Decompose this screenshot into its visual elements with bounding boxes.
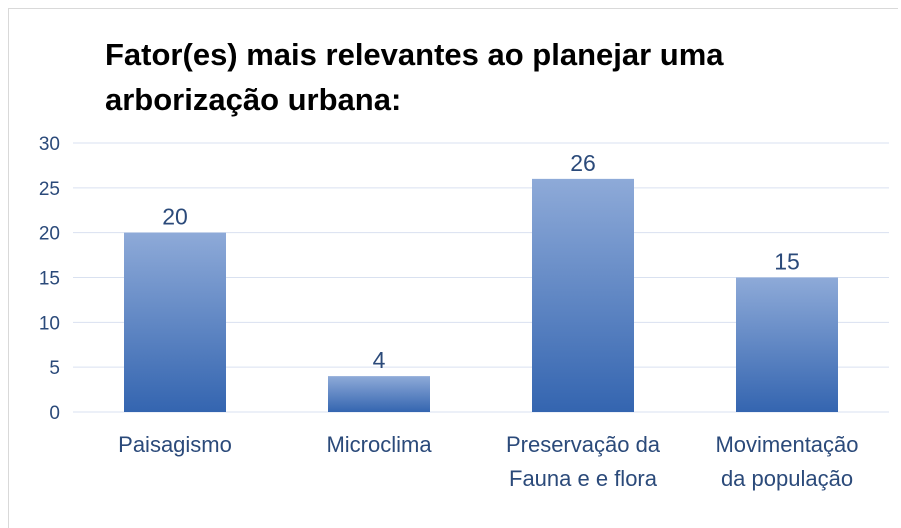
bar	[328, 376, 430, 412]
data-label: 15	[774, 249, 800, 275]
x-tick-label: Paisagismo	[118, 432, 232, 457]
data-label: 26	[570, 150, 596, 176]
chart-frame	[8, 8, 898, 528]
x-tick-label: Microclima	[326, 432, 432, 457]
y-tick-label: 15	[39, 269, 60, 290]
data-label: 4	[373, 347, 386, 373]
y-tick-label: 5	[49, 358, 60, 379]
y-tick-label: 0	[49, 403, 60, 424]
data-label: 20	[162, 204, 188, 230]
bar	[124, 232, 226, 412]
chart-title: Fator(es) mais relevantes ao planejar um…	[105, 37, 724, 117]
x-tick-label: Movimentação da população	[715, 432, 859, 491]
bar	[532, 178, 634, 412]
x-tick-label: Preservação da Fauna e e flora	[505, 432, 661, 491]
y-tick-label: 30	[39, 134, 60, 155]
y-tick-label: 20	[39, 224, 60, 245]
y-tick-label: 25	[39, 179, 60, 200]
y-tick-label: 10	[39, 313, 60, 334]
bar	[736, 277, 838, 412]
